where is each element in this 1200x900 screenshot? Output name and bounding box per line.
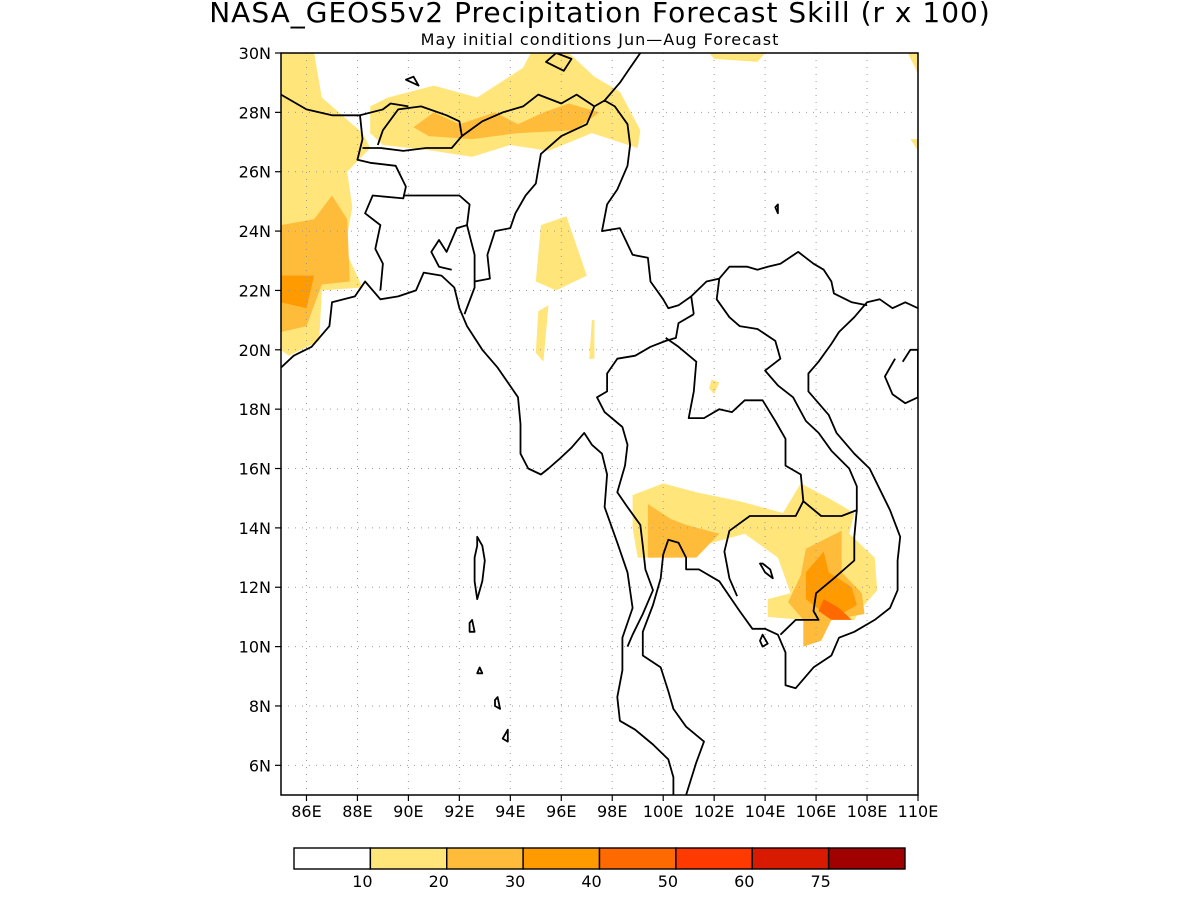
y-tick-label-10N: 10N bbox=[239, 638, 271, 657]
y-tick-label-28N: 28N bbox=[239, 103, 271, 122]
x-axis: 86E 88E 90E 92E 94E 96E 98E 100E 102E 104E 106E 108… bbox=[291, 795, 938, 821]
plot-area bbox=[281, 53, 918, 795]
coastline-0 bbox=[281, 271, 675, 795]
y-tick-label-6N: 6N bbox=[249, 756, 271, 775]
colorbar-label-60: 60 bbox=[734, 872, 754, 891]
colorbar-swatch-3 bbox=[522, 847, 601, 870]
plot-frame bbox=[280, 52, 919, 796]
y-tick-label-16N: 16N bbox=[239, 460, 271, 479]
border-3 bbox=[463, 224, 476, 315]
colorbar-swatch-1 bbox=[369, 847, 448, 870]
coastlines bbox=[281, 53, 918, 795]
border-12 bbox=[603, 53, 642, 102]
border-0 bbox=[281, 93, 407, 291]
x-tick-label-106E: 106E bbox=[796, 802, 837, 821]
island-5 bbox=[759, 562, 774, 580]
colorbar-swatch-7 bbox=[827, 847, 906, 870]
y-tick-label-22N: 22N bbox=[239, 281, 271, 300]
border-11 bbox=[779, 500, 858, 636]
map-title: NASA_GEOS5v2 Precipitation Forecast Skil… bbox=[209, 0, 991, 29]
border-2 bbox=[403, 194, 471, 271]
border-5 bbox=[461, 93, 595, 137]
border-6 bbox=[359, 102, 409, 117]
y-tick-label-8N: 8N bbox=[249, 697, 271, 716]
y-axis: 6N 8N 10N 12N 14N 16N 18N 20N 22N 24N 26N 28N 30N bbox=[239, 44, 281, 775]
x-tick-label-98E: 98E bbox=[597, 802, 627, 821]
x-tick-label-104E: 104E bbox=[745, 802, 786, 821]
colorbar-label-40: 40 bbox=[581, 872, 601, 891]
island-9 bbox=[774, 203, 779, 215]
x-tick-label-90E: 90E bbox=[393, 802, 423, 821]
x-tick-label-94E: 94E bbox=[495, 802, 525, 821]
x-tick-label-86E: 86E bbox=[291, 802, 321, 821]
border-1 bbox=[362, 105, 463, 152]
island-3 bbox=[501, 728, 509, 743]
colorbar: 10 20 30 40 50 60 75 bbox=[293, 847, 906, 891]
y-tick-label-20N: 20N bbox=[239, 341, 271, 360]
y-tick-label-26N: 26N bbox=[239, 163, 271, 182]
island-2 bbox=[494, 696, 502, 710]
skill-region-top-strip-3 bbox=[910, 139, 918, 151]
x-tick-label-88E: 88E bbox=[342, 802, 372, 821]
map-subtitle: May initial conditions Jun—Aug Forecast bbox=[421, 30, 780, 49]
island-8 bbox=[545, 53, 573, 72]
border-4 bbox=[474, 99, 695, 315]
colorbar-label-50: 50 bbox=[658, 872, 678, 891]
y-tick-label-24N: 24N bbox=[239, 222, 271, 241]
island-4 bbox=[476, 666, 484, 675]
skill-region-laos-dot bbox=[709, 379, 720, 395]
plot-background bbox=[281, 53, 918, 795]
colorbar-label-75: 75 bbox=[810, 872, 830, 891]
skill-region-thai-30 bbox=[647, 504, 720, 558]
island-6 bbox=[759, 633, 769, 648]
colorbar-swatch-4 bbox=[598, 847, 677, 870]
y-tick-label-12N: 12N bbox=[239, 578, 271, 597]
grid-lines bbox=[281, 53, 918, 795]
colorbar-label-30: 30 bbox=[505, 872, 525, 891]
skill-region-myanmar-20 bbox=[535, 216, 587, 291]
skill-region-vn-40 bbox=[805, 551, 857, 617]
border-10 bbox=[715, 278, 858, 511]
y-tick-label-30N: 30N bbox=[239, 44, 271, 63]
skill-region-top-strip-2 bbox=[907, 53, 918, 74]
island-0 bbox=[473, 535, 486, 600]
y-tick-label-14N: 14N bbox=[239, 519, 271, 538]
x-tick-label-92E: 92E bbox=[444, 802, 474, 821]
skill-region-myanmar-20c bbox=[589, 320, 595, 359]
skill-region-top-strip-1 bbox=[709, 53, 766, 62]
island-7 bbox=[404, 75, 420, 87]
colorbar-label-20: 20 bbox=[429, 872, 449, 891]
coastline-2 bbox=[884, 348, 918, 405]
x-tick-label-96E: 96E bbox=[546, 802, 576, 821]
coastline-1 bbox=[641, 298, 918, 795]
skill-region-bengal-west-40 bbox=[281, 275, 315, 309]
x-tick-label-110E: 110E bbox=[898, 802, 939, 821]
colorbar-swatch-6 bbox=[751, 847, 830, 870]
colorbar-swatch-5 bbox=[675, 847, 753, 870]
skill-region-myanmar-20b bbox=[535, 305, 549, 362]
border-7 bbox=[596, 313, 695, 647]
colorbar-swatch-0 bbox=[293, 847, 372, 870]
border-9 bbox=[690, 250, 868, 307]
border-8 bbox=[665, 337, 805, 597]
colorbar-label-10: 10 bbox=[352, 872, 372, 891]
x-tick-label-108E: 108E bbox=[847, 802, 888, 821]
x-tick-label-102E: 102E bbox=[694, 802, 735, 821]
y-tick-label-18N: 18N bbox=[239, 400, 271, 419]
x-tick-label-100E: 100E bbox=[643, 802, 684, 821]
island-1 bbox=[468, 619, 476, 633]
colorbar-swatch-2 bbox=[446, 847, 524, 870]
skill-region-vn-50 bbox=[818, 599, 852, 620]
